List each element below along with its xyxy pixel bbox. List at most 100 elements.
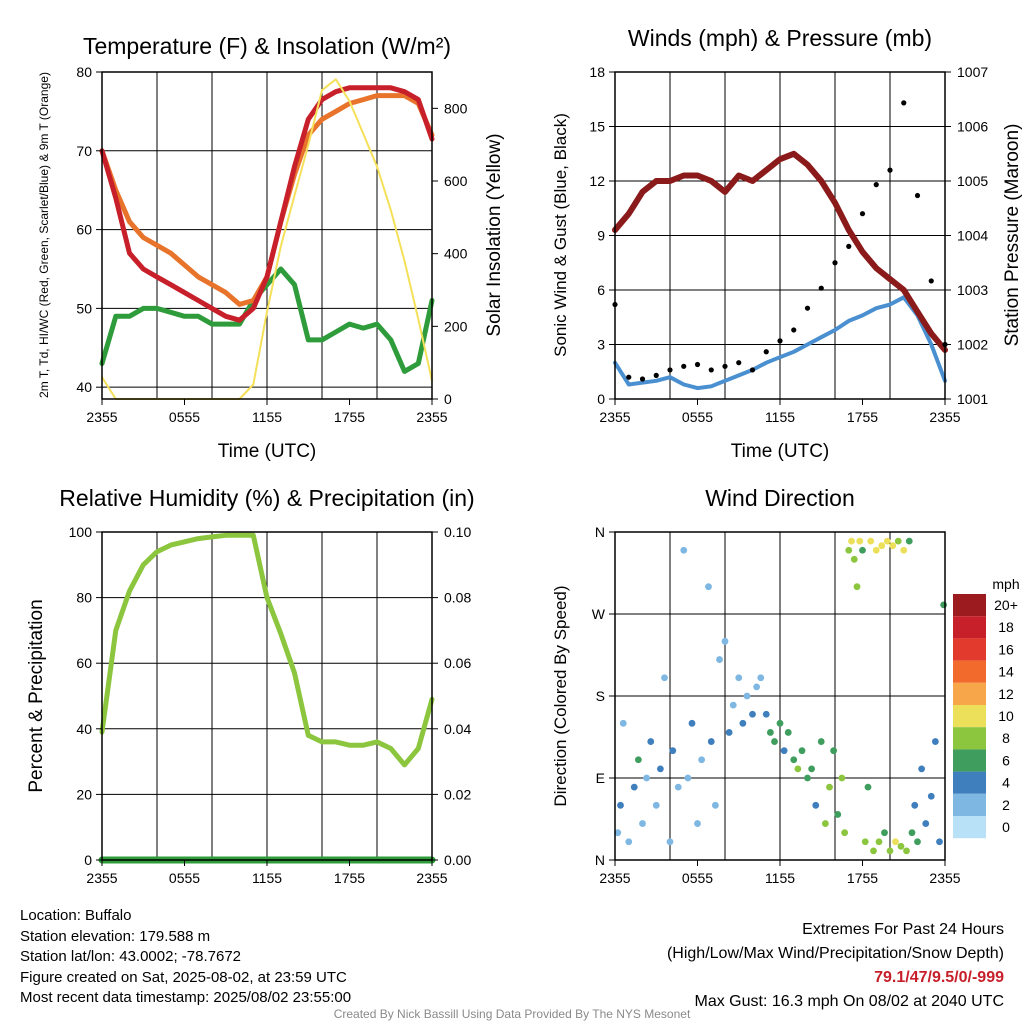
y-axis-label: Percent & Precipitation: [26, 599, 47, 792]
gust-point: [887, 167, 893, 173]
direction-point: [867, 537, 875, 545]
direction-point: [680, 546, 688, 554]
legend-swatch: [953, 616, 986, 639]
direction-point: [897, 842, 905, 850]
direction-point: [757, 674, 765, 682]
y-tick-label: 15: [589, 119, 605, 135]
y2-tick-label: 600: [444, 173, 468, 189]
direction-point: [878, 542, 886, 550]
legend-label: 4: [1002, 775, 1010, 791]
direction-point: [927, 792, 935, 800]
y2-tick-label: 1006: [957, 119, 988, 135]
x-tick-label: 0555: [169, 870, 200, 886]
direction-point: [894, 537, 902, 545]
direction-point: [794, 765, 802, 773]
direction-point: [911, 801, 919, 809]
y2-tick-label: 0.04: [444, 721, 471, 737]
gust-point: [749, 367, 756, 373]
gust-point: [639, 376, 646, 382]
y-tick-label: S: [596, 688, 605, 704]
direction-point: [762, 710, 770, 718]
direction-point: [826, 783, 833, 791]
direction-point: [886, 847, 894, 855]
station-info: Location: Buffalo Station elevation: 179…: [20, 906, 351, 1009]
direction-point: [776, 719, 784, 727]
chart-title: Winds (mph) & Pressure (mb): [628, 25, 932, 51]
chart-title: Wind Direction: [705, 485, 855, 511]
gust-point: [708, 367, 714, 373]
direction-point: [798, 747, 806, 755]
gust-point: [694, 361, 701, 368]
gust-point: [626, 374, 632, 380]
direction-point: [918, 765, 926, 773]
extremes-title: Extremes For Past 24 Hours: [802, 921, 1004, 938]
y-tick-label: 60: [76, 222, 92, 238]
gust-point: [653, 372, 659, 378]
direction-point: [804, 774, 811, 782]
direction-point: [766, 729, 774, 736]
direction-point: [881, 829, 888, 837]
legend-swatch: [953, 793, 986, 816]
x-tick-label: 2355: [86, 409, 117, 425]
direction-point: [643, 774, 651, 782]
direction-point: [707, 738, 715, 745]
y2-tick-label: 0.10: [444, 524, 471, 540]
y-tick-label: N: [595, 524, 605, 540]
direction-point: [914, 838, 921, 846]
direction-point: [674, 783, 682, 791]
legend-label: 20+: [994, 597, 1018, 613]
y-tick-label: 12: [589, 173, 605, 189]
y2-tick-label: 0.06: [444, 655, 471, 671]
direction-point: [721, 637, 729, 645]
x-tick-label: 1755: [334, 409, 365, 425]
y2-axis-label: Solar Insolation (Yellow): [484, 133, 505, 336]
y-tick-label: E: [596, 770, 605, 786]
direction-point: [780, 747, 788, 755]
direction-point: [889, 542, 897, 550]
y-axis-label: Sonic Wind & Gust (Blue, Black): [551, 113, 570, 357]
legend-swatch: [953, 727, 986, 750]
y2-axis-label: Station Pressure (Maroon): [1002, 124, 1023, 347]
legend-label: 18: [998, 619, 1014, 635]
direction-point: [725, 729, 733, 736]
created-text: Figure created on Sat, 2025-08-02, at 23…: [20, 968, 347, 986]
gust-point: [667, 367, 673, 373]
x-tick-label: 2355: [929, 870, 960, 886]
legend-label: 6: [1002, 752, 1010, 768]
legend-label: 10: [998, 708, 1014, 724]
direction-point: [922, 820, 930, 827]
direction-point: [845, 546, 853, 554]
elevation-text: Station elevation: 179.588 m: [20, 927, 211, 945]
x-tick-label: 1155: [252, 409, 282, 425]
legend-label: 16: [998, 641, 1014, 657]
direction-point: [908, 829, 916, 837]
direction-point: [892, 838, 899, 846]
direction-point: [853, 583, 861, 591]
y2-tick-label: 1001: [957, 391, 988, 407]
legend-swatch: [953, 771, 986, 794]
direction-point: [834, 811, 842, 818]
legend-label: 12: [998, 686, 1014, 702]
direction-point: [684, 774, 692, 782]
direction-point: [850, 555, 858, 563]
pressure-line: [612, 150, 948, 353]
direction-point: [870, 847, 877, 855]
direction-point: [647, 738, 655, 745]
y-tick-label: 9: [597, 228, 605, 244]
gust-point: [777, 338, 783, 344]
y-tick-label: 100: [69, 524, 93, 540]
direction-point: [630, 783, 638, 791]
max-gust-text: Max Gust: 16.3 mph On 08/02 at 2040 UTC: [694, 993, 1005, 1010]
legend-title: mph: [992, 576, 1019, 592]
direction-point: [817, 738, 825, 745]
direction-point: [861, 838, 869, 846]
direction-point: [808, 765, 816, 773]
humidity-line: [99, 532, 435, 768]
x-tick-label: 0555: [682, 409, 713, 425]
y-tick-label: W: [592, 606, 606, 622]
gust-point: [928, 278, 934, 284]
y-axis-label: 2m T, Td, HI/WC (Red, Green, Scarlet/Blu…: [37, 72, 51, 398]
panel-4-grid: [615, 532, 945, 860]
y-tick-label: 40: [76, 721, 92, 737]
extremes-subtitle: (High/Low/Max Wind/Precipitation/Snow De…: [666, 945, 1004, 962]
